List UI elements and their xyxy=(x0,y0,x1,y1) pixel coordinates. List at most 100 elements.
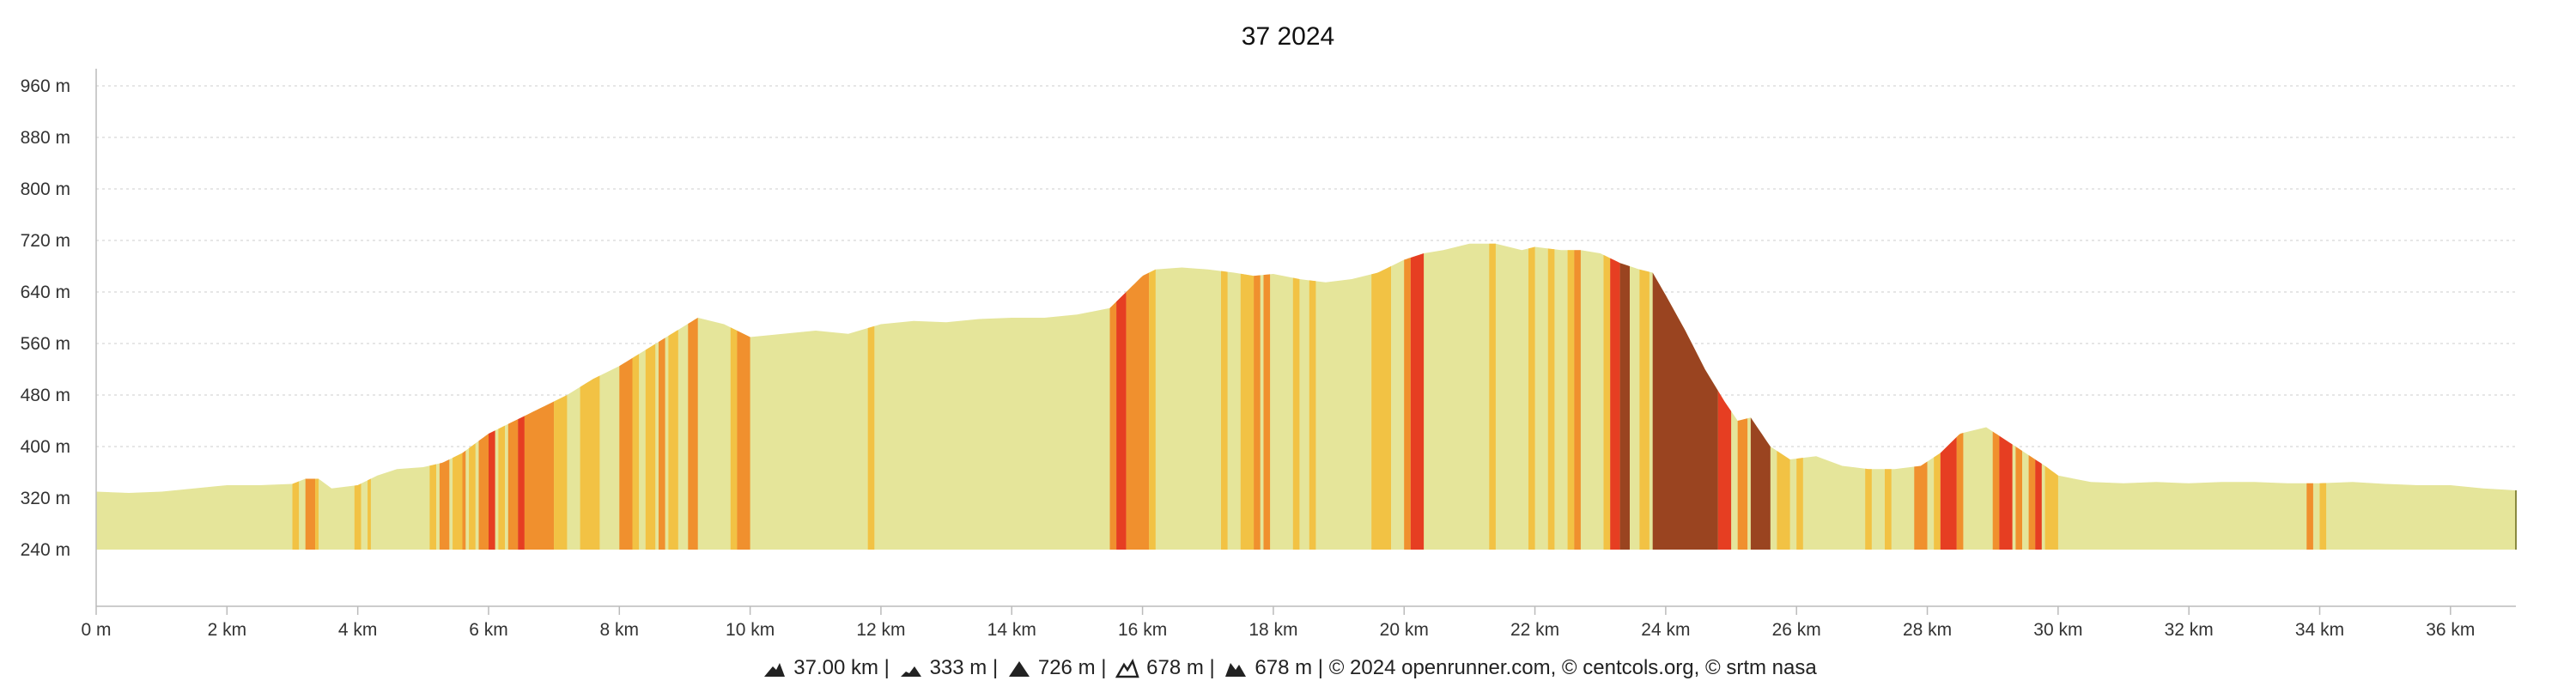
distance-icon xyxy=(764,663,786,677)
distance-value: 37.00 km xyxy=(793,656,878,679)
x-tick-label: 24 km xyxy=(1641,620,1690,640)
grade-band-medium xyxy=(1254,275,1261,550)
y-tick-label: 960 m xyxy=(21,76,70,96)
y-tick-label: 400 m xyxy=(21,437,70,457)
max-elevation-icon xyxy=(1008,661,1030,677)
grade-band-high xyxy=(1410,253,1425,550)
grade-band-low xyxy=(580,375,600,550)
grade-band-low xyxy=(368,478,371,550)
y-tick-label: 720 m xyxy=(21,231,70,251)
y-tick-label: 640 m xyxy=(21,283,70,302)
grade-band-low xyxy=(1777,451,1790,550)
y-tick-label: 480 m xyxy=(21,386,70,405)
grade-band-medium xyxy=(619,357,633,550)
grade-band-low xyxy=(292,481,300,550)
grade-band-medium xyxy=(1737,418,1748,550)
x-tick-label: 14 km xyxy=(987,620,1036,640)
grade-band-medium xyxy=(659,337,665,550)
x-tick-label: 16 km xyxy=(1118,620,1167,640)
grade-band-medium xyxy=(1574,250,1581,550)
max-elevation-value: 726 m xyxy=(1037,656,1096,679)
grade-band-medium xyxy=(478,434,489,550)
min-elevation-value: 333 m xyxy=(929,656,987,679)
grade-band-medium xyxy=(2306,483,2313,550)
min-elevation-icon xyxy=(900,666,921,677)
grade-band-low xyxy=(1603,254,1611,550)
separator: | xyxy=(1095,656,1113,679)
grade-band-low xyxy=(1796,458,1803,550)
grade-band-medium xyxy=(507,419,519,550)
grade-band-low xyxy=(1371,266,1391,550)
grade-band-medium xyxy=(439,459,450,550)
grade-band-low xyxy=(1149,269,1156,550)
chart-title: 37 2024 xyxy=(1242,22,1334,51)
x-tick-label: 22 km xyxy=(1510,620,1559,640)
grade-band-low xyxy=(1221,271,1228,550)
x-tick-label: 28 km xyxy=(1903,620,1952,640)
grade-band-low xyxy=(453,453,463,550)
grade-band-medium xyxy=(1404,258,1411,550)
grade-band-high xyxy=(1116,292,1127,550)
grade-band-low xyxy=(429,464,436,550)
grade-band-medium xyxy=(1914,461,1928,550)
y-tick-label: 800 m xyxy=(21,179,70,199)
elevation-area-fill xyxy=(96,243,2516,550)
x-tick-label: 2 km xyxy=(208,620,247,640)
grade-band-low xyxy=(1489,243,1496,550)
grade-band-low xyxy=(354,483,361,550)
grade-band-medium xyxy=(737,331,750,550)
grade-band-low xyxy=(1240,273,1255,550)
grade-band-high xyxy=(1717,391,1732,550)
grade-band-medium xyxy=(1109,301,1117,550)
grade-band-low xyxy=(645,344,656,550)
credits-text: © 2024 openrunner.com, © centcols.org, ©… xyxy=(1328,656,1817,679)
x-tick-label: 34 km xyxy=(2295,620,2344,640)
x-tick-label: 18 km xyxy=(1249,620,1297,640)
grade-band-low xyxy=(730,327,738,550)
grade-band-low xyxy=(1567,250,1575,550)
x-tick-label: 12 km xyxy=(856,620,905,640)
grade-band-low xyxy=(554,395,568,550)
x-tick-label: 0 m xyxy=(81,620,111,640)
grade-band-medium xyxy=(1992,431,2000,550)
x-tick-label: 32 km xyxy=(2165,620,2214,640)
separator: | xyxy=(987,656,1004,679)
grade-band-low xyxy=(2044,465,2058,550)
grade-band-low xyxy=(315,478,319,550)
grade-band-low xyxy=(867,325,875,550)
x-tick-label: 20 km xyxy=(1380,620,1429,640)
grade-band-high xyxy=(518,416,525,550)
ascent-value: 678 m xyxy=(1146,656,1204,679)
descent-icon xyxy=(1225,663,1247,677)
grade-band-low xyxy=(1885,469,1892,550)
grade-band-medium xyxy=(462,450,466,550)
x-tick-label: 30 km xyxy=(2033,620,2082,640)
x-tick-label: 4 km xyxy=(338,620,378,640)
grade-band-low xyxy=(469,443,476,550)
y-axis: 240 m 320 m 400 m 480 m 560 m 640 m 720 m 800 m… xyxy=(21,69,97,606)
grade-band-very-high xyxy=(1750,417,1771,550)
separator: | xyxy=(1312,656,1329,679)
separator: | xyxy=(1203,656,1221,679)
grade-band-medium xyxy=(1126,272,1150,550)
separator: | xyxy=(878,656,896,679)
grade-band-high xyxy=(1610,258,1620,550)
grade-band-medium xyxy=(524,401,555,550)
grade-band-medium xyxy=(2015,447,2022,550)
grade-band-high xyxy=(1999,435,2013,550)
grade-band-low xyxy=(1934,453,1941,550)
grade-band-low xyxy=(1292,277,1300,550)
grade-band-low xyxy=(1309,280,1316,550)
grade-band-medium xyxy=(305,478,316,550)
grade-band-low xyxy=(1547,248,1555,550)
y-tick-label: 880 m xyxy=(21,128,70,148)
grade-band-low xyxy=(498,425,505,550)
grade-band-very-high xyxy=(1652,272,1718,550)
grade-band-medium xyxy=(688,318,698,550)
grade-band-low xyxy=(1639,269,1649,550)
y-tick-label: 320 m xyxy=(21,489,70,508)
grade-band-very-high xyxy=(1619,263,1630,550)
elevation-area xyxy=(96,243,2517,550)
x-tick-label: 6 km xyxy=(469,620,508,640)
